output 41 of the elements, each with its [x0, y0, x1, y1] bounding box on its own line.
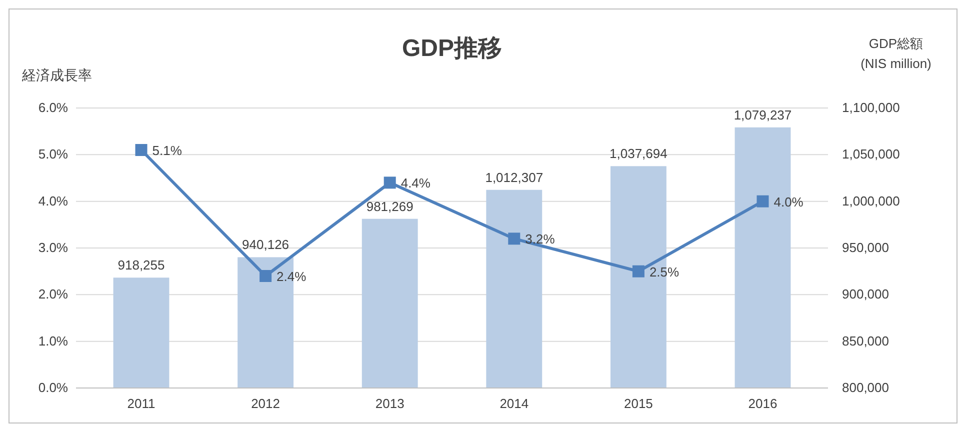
- y-tick-label: 4.0%: [38, 193, 68, 208]
- y-tick-label: 3.0%: [38, 240, 68, 255]
- x-tick-label: 2014: [500, 396, 529, 411]
- x-tick-label: 2013: [375, 396, 404, 411]
- x-tick-label: 2016: [748, 396, 778, 411]
- data-label: 2.5%: [649, 264, 680, 280]
- x-tick-label: 2015: [624, 396, 653, 411]
- y-tick-label: 5.0%: [38, 146, 68, 162]
- data-label: 918,255: [118, 258, 165, 273]
- data-label: 1,079,237: [734, 107, 792, 122]
- point: [260, 270, 272, 282]
- y-tick-label: 2.0%: [38, 286, 68, 302]
- y2-tick-label: 900,000: [842, 286, 889, 302]
- y2-tick-label: 950,000: [842, 240, 889, 255]
- y-axis-title: 経済成長率: [21, 67, 92, 83]
- y2-tick-label: 1,050,000: [842, 146, 900, 162]
- data-label: 4.4%: [400, 176, 431, 191]
- data-label: 940,126: [242, 237, 290, 252]
- y2-tick-label: 850,000: [842, 333, 889, 348]
- y2-tick-label: 800,000: [842, 380, 889, 395]
- x-tick-label: 2012: [251, 396, 280, 411]
- y2-axis-title: GDP総額 (NIS million): [860, 36, 932, 71]
- data-label: 2.4%: [276, 269, 307, 284]
- point: [135, 144, 148, 156]
- data-label: 5.1%: [152, 143, 182, 158]
- data-label: 4.0%: [774, 194, 804, 210]
- point: [632, 265, 644, 278]
- point: [756, 195, 769, 208]
- data-label: 1,012,307: [485, 170, 544, 185]
- chart-title: GDP推移: [402, 35, 502, 62]
- data-label: 3.2%: [525, 232, 556, 247]
- x-tick-label: 2011: [127, 396, 156, 411]
- y-tick-label: 6.0%: [38, 100, 68, 115]
- y2-tick-label: 1,100,000: [842, 100, 900, 115]
- data-label: 1,037,694: [610, 146, 668, 162]
- data-label: 981,269: [366, 198, 414, 214]
- y-tick-label: 0.0%: [38, 380, 68, 395]
- y2-tick-label: 1,000,000: [842, 193, 900, 208]
- y-tick-label: 1.0%: [38, 333, 68, 348]
- point: [508, 232, 520, 245]
- point: [384, 176, 396, 189]
